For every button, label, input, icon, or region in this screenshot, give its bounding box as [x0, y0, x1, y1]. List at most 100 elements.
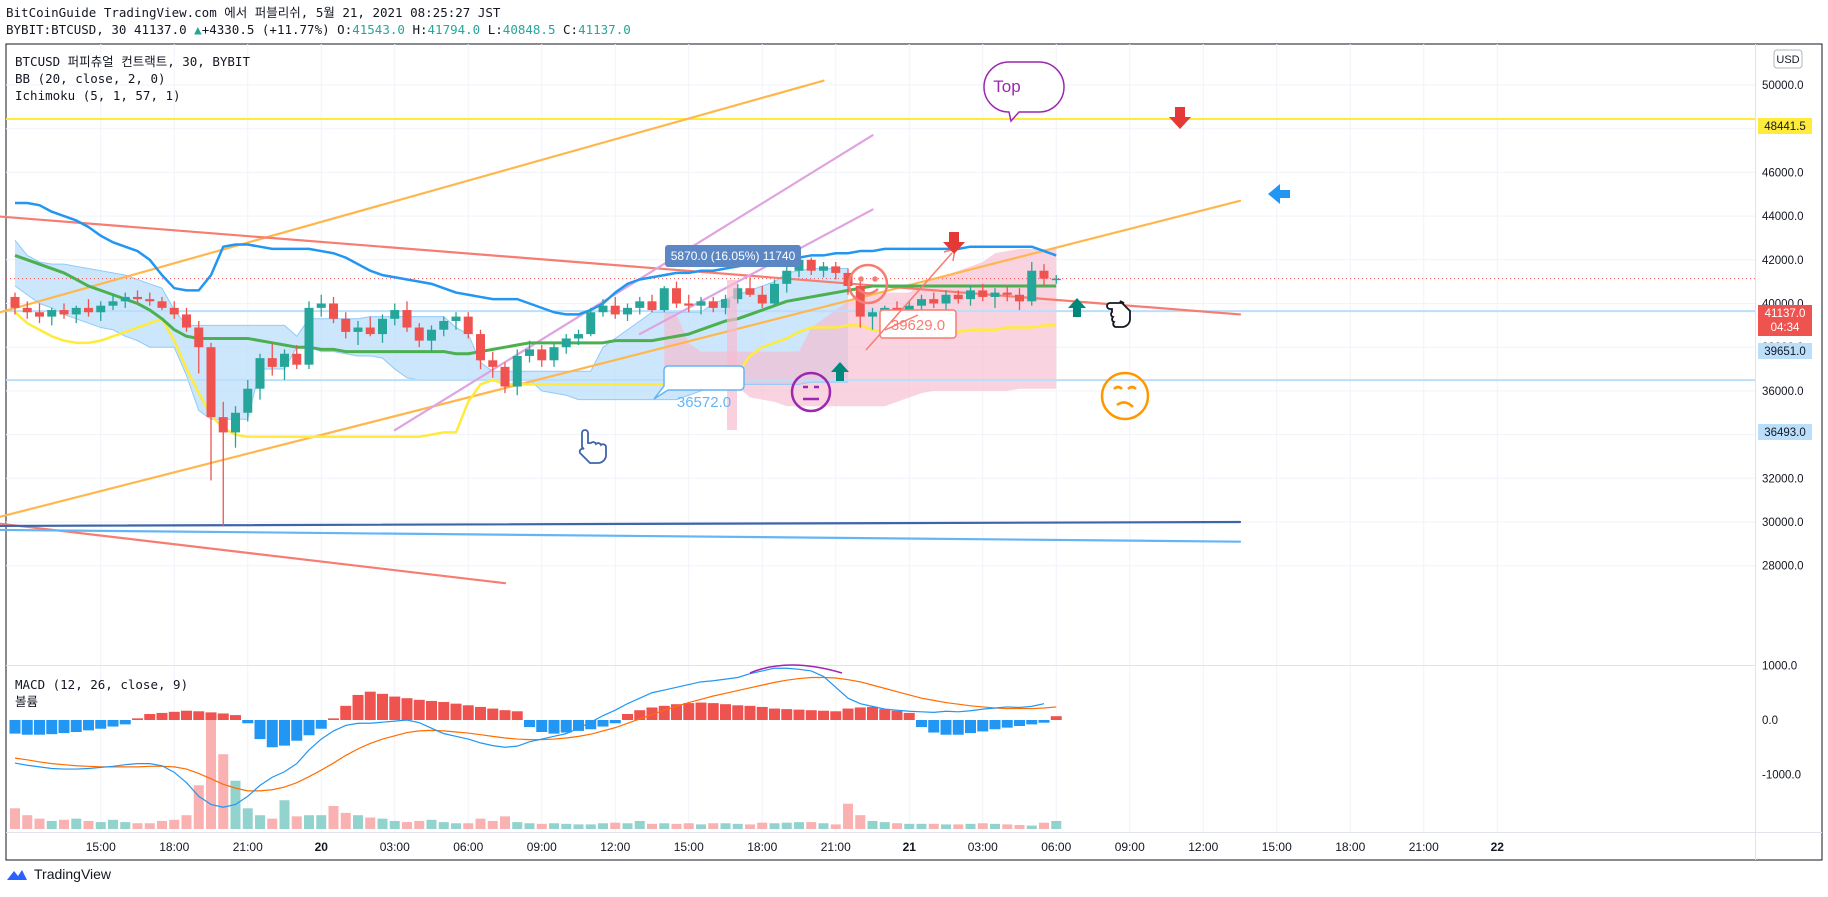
candle-up	[561, 338, 571, 348]
smile-face-icon[interactable]	[847, 263, 889, 305]
volume-bar	[132, 823, 143, 829]
pointing-hand-icon[interactable]	[578, 429, 607, 464]
volume-bar	[1039, 822, 1049, 829]
left-arrow-icon	[1268, 184, 1290, 204]
macd-histogram-bar	[1038, 720, 1050, 723]
macd-histogram-bar	[230, 715, 241, 720]
macd-tick-label: 0.0	[1762, 715, 1778, 727]
candle-up	[586, 312, 596, 335]
price-tick-label: 46000.0	[1762, 167, 1804, 179]
candle-down	[84, 307, 93, 313]
volume-bar	[622, 823, 633, 829]
macd-histogram-bar	[854, 707, 866, 720]
macd-histogram-bar	[658, 705, 670, 720]
volume-bar	[512, 822, 523, 829]
candle-up	[990, 292, 1000, 297]
up-arrow-marker[interactable]	[1068, 298, 1086, 317]
badge-level-high[interactable]: 48441.5	[1758, 118, 1812, 134]
measure-tool[interactable]: 5870.0 (16.05%) 11740	[665, 245, 801, 430]
macd-histogram-bar	[585, 720, 597, 730]
volume-bar	[634, 820, 645, 829]
change-value: +4330.5 (+11.77%)	[201, 22, 330, 37]
macd-histogram-bar	[46, 720, 58, 735]
macd-histogram-bar	[487, 708, 499, 720]
volume-bar	[304, 815, 314, 829]
macd-histogram-bar	[1014, 720, 1025, 726]
high-value: 41794.0	[427, 22, 481, 37]
volume-bar	[83, 820, 94, 829]
footer-brand[interactable]: TradingView	[6, 866, 111, 882]
neutral-face-icon[interactable]	[790, 371, 832, 413]
macd-histogram-bar	[242, 720, 254, 724]
volume-bar	[708, 823, 719, 829]
price-label-red[interactable]: 39629.0	[879, 309, 957, 339]
price-label-blue[interactable]: 36572.0	[653, 365, 745, 411]
time-tick-label: 03:00	[968, 840, 998, 854]
macd-histogram-bar	[34, 720, 45, 735]
down-arrow-marker-2[interactable]	[943, 232, 965, 254]
time-tick-label: 03:00	[380, 840, 410, 854]
badge-level-low[interactable]: 36493.0	[1758, 424, 1812, 440]
top-callout[interactable]: Top	[983, 61, 1065, 123]
macd-histogram-bar	[450, 703, 462, 720]
legend-ichimoku[interactable]: Ichimoku (5, 1, 57, 1)	[15, 88, 181, 103]
candle-up	[427, 329, 436, 341]
volume-bar	[59, 819, 69, 829]
up-arrow-icon	[1068, 298, 1086, 317]
macd-histogram-bar	[119, 720, 131, 725]
candle-down	[10, 296, 20, 308]
volume-bar	[892, 823, 902, 829]
grid	[6, 44, 1755, 832]
volume-bar	[71, 818, 82, 829]
volume-bar	[340, 812, 351, 829]
candle-down	[218, 417, 228, 433]
macd-histogram-bar	[903, 712, 915, 720]
ohlc-line: BYBIT:BTCUSD, 30 41137.0 ▲+4330.5 (+11.7…	[6, 21, 631, 38]
macd-histogram-bar	[867, 706, 878, 720]
candle-down	[157, 301, 167, 308]
legend-volume[interactable]: 볼륨	[15, 694, 38, 709]
currency-button[interactable]	[1773, 49, 1803, 69]
dizzy-face-icon[interactable]	[1100, 371, 1150, 421]
open-value: 41543.0	[352, 22, 405, 37]
volume-bar	[769, 823, 780, 829]
macd-histogram-bar	[462, 705, 474, 720]
currency-button-label: USD	[1776, 54, 1799, 66]
candle-up	[231, 412, 240, 433]
volume-bar	[524, 823, 535, 829]
volume-bar	[720, 823, 731, 829]
macd-histogram-bar	[279, 720, 290, 746]
left-arrow-marker[interactable]	[1268, 184, 1290, 204]
change-arrow-icon: ▲	[194, 22, 202, 37]
volume-bar	[1051, 820, 1062, 829]
volume-bar	[561, 823, 572, 829]
candle-down	[22, 307, 32, 313]
legend-bb[interactable]: BB (20, close, 2, 0)	[15, 71, 166, 86]
time-axis[interactable]: 15:00 18:00 21:00 20 03:00 06:00 09:00 12:00 15:…	[86, 840, 1505, 854]
macd-histogram-bar	[707, 703, 719, 720]
volume-bar	[818, 823, 829, 829]
macd-histogram-bar	[879, 709, 891, 720]
time-tick-label: 18:00	[159, 840, 189, 854]
badge-last-price-text: 41137.0	[1765, 308, 1806, 320]
legend-macd[interactable]: MACD (12, 26, close, 9)	[15, 677, 188, 692]
macd-histogram-bar	[732, 705, 744, 720]
down-arrow-marker[interactable]	[1169, 107, 1191, 129]
candle-down	[610, 305, 620, 315]
time-tick-label: 18:00	[1335, 840, 1365, 854]
macd-histogram-bar	[781, 709, 793, 720]
pointing-hand-right-icon[interactable]	[1106, 300, 1131, 328]
badge-last-price[interactable]: 41137.0 04:34	[1758, 305, 1812, 336]
candle-up	[696, 301, 706, 306]
macd-histogram-bar	[842, 708, 854, 720]
volume-bar	[904, 823, 915, 829]
candle-up	[635, 301, 645, 308]
macd-pane	[9, 667, 1062, 829]
volume-bar	[120, 822, 131, 829]
volume-bar	[267, 818, 278, 829]
badge-level-mid[interactable]: 39651.0	[1758, 343, 1812, 359]
candle-up	[623, 307, 632, 315]
candle-down	[35, 312, 44, 317]
up-arrow-marker-2[interactable]	[831, 362, 849, 381]
